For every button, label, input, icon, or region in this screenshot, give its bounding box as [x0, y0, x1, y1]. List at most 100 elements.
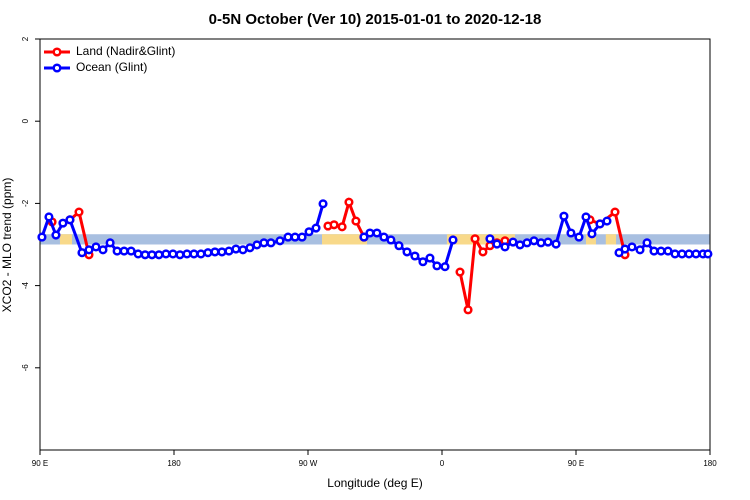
data-point: [418, 257, 428, 267]
data-point: [231, 244, 241, 254]
data-point: [663, 246, 673, 256]
data-point: [37, 232, 47, 242]
data-point: [196, 249, 206, 259]
data-point: [574, 232, 584, 242]
data-point: [522, 238, 532, 248]
background-band: [321, 234, 367, 245]
data-point: [203, 248, 213, 258]
data-point: [379, 232, 389, 242]
data-point: [402, 247, 412, 257]
data-point: [44, 212, 54, 222]
data-point: [105, 238, 115, 248]
data-point: [455, 267, 465, 277]
data-point: [275, 236, 285, 246]
data-point: [359, 232, 369, 242]
data-point: [543, 237, 553, 247]
data-point: [65, 215, 75, 225]
data-point: [238, 245, 248, 255]
data-point: [642, 238, 652, 248]
data-point: [245, 243, 255, 253]
data-point: [470, 234, 480, 244]
x-tick-label: 180: [703, 459, 717, 468]
y-tick-label: -4: [21, 281, 30, 289]
data-point: [318, 199, 328, 209]
plot-frame: [39, 38, 711, 451]
data-point: [559, 211, 569, 221]
data-point: [614, 248, 624, 258]
y-tick-label: -2: [21, 199, 30, 207]
data-point: [677, 249, 687, 259]
chart-title: 0-5N October (Ver 10) 2015-01-01 to 2020…: [209, 11, 542, 28]
data-point: [189, 249, 199, 259]
data-point: [536, 238, 546, 248]
data-point: [133, 249, 143, 259]
data-point: [297, 232, 307, 242]
data-point: [266, 238, 276, 248]
data-point: [84, 245, 94, 255]
data-point: [168, 249, 178, 259]
data-point: [602, 216, 612, 226]
data-point: [587, 229, 597, 239]
data-point: [91, 242, 101, 252]
background-band: [605, 234, 617, 245]
data-point: [656, 246, 666, 256]
data-point: [217, 247, 227, 257]
data-point: [551, 239, 561, 249]
data-point: [440, 262, 450, 272]
data-point: [210, 247, 220, 257]
data-point: [224, 246, 234, 256]
data-point: [337, 222, 347, 232]
data-point: [649, 246, 659, 256]
x-tick-label: 180: [167, 459, 181, 468]
data-point: [259, 238, 269, 248]
data-point: [566, 228, 576, 238]
data-point: [627, 242, 637, 252]
data-point: [485, 234, 495, 244]
data-point: [147, 250, 157, 260]
data-point: [492, 239, 502, 249]
background-band: [446, 234, 515, 245]
legend-marker: [52, 47, 62, 57]
data-point: [500, 242, 510, 252]
data-point: [691, 249, 701, 259]
data-point: [77, 248, 87, 258]
data-point: [610, 207, 620, 217]
data-point: [311, 223, 321, 233]
data-point: [126, 246, 136, 256]
data-point: [432, 261, 442, 271]
data-point: [670, 249, 680, 259]
data-point: [635, 245, 645, 255]
data-point: [394, 241, 404, 251]
background-band: [59, 234, 73, 245]
data-point: [529, 236, 539, 246]
data-point: [425, 253, 435, 263]
data-point: [595, 219, 605, 229]
x-tick-label: 90 E: [568, 459, 584, 468]
data-point: [329, 220, 339, 230]
data-point: [485, 241, 495, 251]
data-point: [252, 240, 262, 250]
data-point: [515, 240, 525, 250]
data-point: [351, 216, 361, 226]
data-point: [410, 251, 420, 261]
data-point: [365, 228, 375, 238]
data-point: [51, 230, 61, 240]
data-point: [703, 249, 713, 259]
data-point: [175, 250, 185, 260]
x-tick-label: 90 W: [299, 459, 318, 468]
data-point: [283, 232, 293, 242]
x-tick-label: 0: [440, 459, 445, 468]
y-tick-label: 0: [21, 118, 30, 123]
y-tick-label: -6: [21, 364, 30, 372]
data-point: [74, 207, 84, 217]
data-point: [154, 250, 164, 260]
data-point: [112, 246, 122, 256]
data-point: [581, 212, 591, 222]
legend-marker: [52, 63, 62, 73]
data-point: [386, 235, 396, 245]
x-tick-label: 90 E: [32, 459, 48, 468]
data-point: [182, 249, 192, 259]
data-point: [344, 197, 354, 207]
data-point: [684, 249, 694, 259]
